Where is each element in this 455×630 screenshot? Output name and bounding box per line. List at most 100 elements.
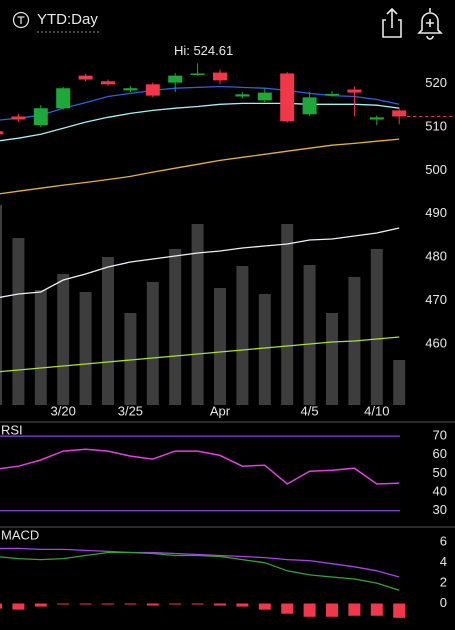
candle-body — [235, 94, 250, 97]
candle-body — [257, 92, 272, 101]
candle-body — [213, 72, 227, 81]
y-tick-label: 460 — [425, 336, 447, 351]
candle-body — [302, 97, 317, 115]
x-tick-label: Apr — [210, 403, 231, 418]
histogram-bar — [146, 603, 159, 606]
t-glyph — [17, 16, 25, 24]
histogram-bar — [236, 603, 249, 607]
volume-average-line — [0, 227, 400, 298]
y-tick-label: 520 — [425, 75, 447, 90]
candle-body — [101, 81, 115, 85]
histogram-bar — [326, 603, 338, 617]
volume-bar — [191, 224, 204, 405]
y-tick-label: 470 — [425, 292, 447, 307]
histogram-bar — [12, 603, 25, 610]
volume-bar — [124, 313, 137, 405]
volume-bar — [281, 224, 294, 405]
y-tick-label: 60 — [433, 446, 447, 461]
candle-body — [56, 88, 71, 109]
candle-body — [190, 73, 205, 75]
volume-bar — [102, 257, 114, 405]
y-tick-label: 6 — [440, 534, 447, 549]
volume-bar — [146, 282, 159, 405]
plots: Hi: 524.613/20 3/25 Apr 4/5 4/10520510500490… — [0, 43, 455, 618]
candle-body — [11, 116, 26, 120]
histogram-bar — [169, 603, 182, 605]
candle-body — [392, 110, 407, 117]
volume-bar — [236, 266, 249, 405]
volume-bar — [12, 238, 25, 405]
histogram-bar — [281, 603, 294, 614]
panel-title: RSI — [1, 422, 23, 437]
candle-body — [168, 75, 183, 83]
macd-line — [0, 551, 400, 591]
high-annotation: Hi: 524.61 — [174, 43, 233, 58]
histogram-bar — [0, 603, 2, 609]
volume-bar — [79, 292, 92, 405]
panel-title: MACD — [1, 527, 39, 542]
y-tick-label: 500 — [425, 162, 447, 177]
candle-body — [33, 108, 48, 126]
y-tick-label: 40 — [433, 483, 447, 498]
alert-button[interactable] — [417, 8, 443, 40]
rsi-line — [0, 448, 400, 485]
histogram-bar — [191, 603, 204, 605]
t-icon — [12, 11, 30, 29]
candle-body — [145, 84, 160, 96]
share-box — [382, 19, 402, 38]
menu-button[interactable]: YTD:Day — [12, 11, 101, 33]
y-tick-label: 0 — [440, 595, 447, 610]
x-tick-label: 3/20 — [51, 403, 76, 418]
histogram-bar — [79, 603, 92, 605]
histogram-bar — [258, 603, 271, 610]
candle-body — [78, 75, 93, 80]
share-button[interactable] — [382, 7, 402, 38]
volume-bar — [370, 249, 383, 405]
volume-bar — [57, 274, 70, 405]
volume-bar — [169, 249, 182, 405]
y-tick-label: 510 — [425, 118, 447, 133]
candle-body — [347, 89, 362, 93]
x-tick-label: 4/5 — [301, 403, 319, 418]
candle-body — [123, 88, 138, 91]
x-tick-label: 4/10 — [364, 403, 389, 418]
histogram-bar — [393, 603, 406, 618]
y-tick-label: 50 — [433, 465, 447, 480]
candle-body — [325, 93, 339, 96]
bell — [417, 12, 443, 34]
histogram-bar — [124, 603, 137, 605]
volume-bar — [303, 265, 316, 405]
bell-clapper — [426, 35, 434, 40]
header-title[interactable]: YTD:Day — [37, 11, 98, 28]
volume-bar — [34, 290, 47, 405]
histogram-bar — [370, 603, 383, 616]
share-arrow — [386, 7, 398, 28]
y-tick-label: 2 — [440, 575, 447, 590]
volume-bar — [0, 205, 2, 405]
volume-bar — [326, 313, 338, 405]
candle-body — [280, 73, 295, 122]
x-tick-label: 3/25 — [118, 403, 143, 418]
y-tick-label: 480 — [425, 249, 447, 264]
histogram-bar — [57, 603, 70, 605]
volume-bar — [214, 288, 226, 405]
candle-body — [369, 117, 384, 120]
histogram-bar — [34, 603, 47, 607]
bell-plus — [426, 8, 434, 27]
y-tick-label: 30 — [433, 502, 447, 517]
histogram-bar — [214, 603, 226, 606]
histogram-bar — [303, 603, 316, 617]
volume-bar — [393, 360, 406, 405]
moving-average-line — [0, 138, 400, 195]
histogram-bar — [348, 603, 361, 616]
y-tick-label: 490 — [425, 205, 447, 220]
volume-bar — [258, 294, 271, 405]
volume-average-line — [0, 336, 400, 373]
moving-average-line — [0, 102, 400, 142]
histogram-bar — [102, 603, 114, 605]
macd-line — [0, 547, 400, 578]
y-tick-label: 4 — [440, 554, 447, 569]
candle-body — [0, 131, 3, 135]
